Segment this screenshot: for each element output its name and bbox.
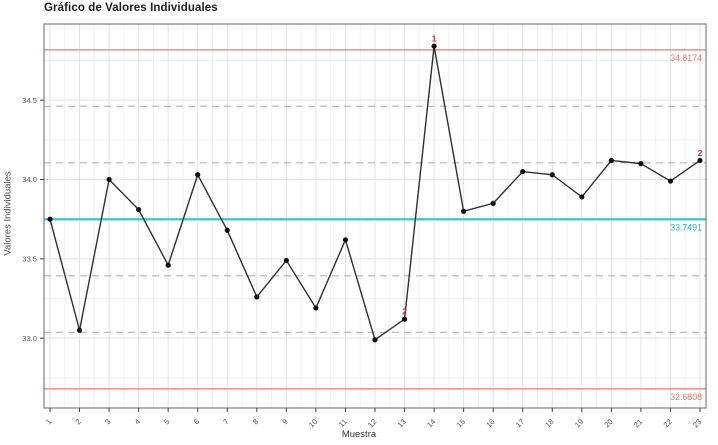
data-point-16 [490,200,496,206]
x-tick-label: 18 [543,417,555,429]
ucl-label: 34.8174 [670,53,702,63]
x-tick-label: 13 [396,417,408,429]
data-point-11 [342,237,349,243]
data-point-12 [372,337,378,343]
data-point-23 [697,157,703,164]
data-point-2 [76,327,83,333]
data-point-19 [579,194,585,200]
data-point-20 [608,157,614,164]
data-point-15 [461,208,467,214]
violation-label-sample-13: 2 [402,307,407,317]
violation-label-sample-14: 1 [432,34,437,44]
data-point-21 [638,161,644,167]
y-tick-label: 33.0 [22,334,37,343]
x-tick-label: 4 [133,417,142,426]
data-point-10 [313,305,319,311]
data-point-14 [431,43,437,49]
data-point-1 [47,216,53,222]
y-tick-label: 34.0 [22,175,37,184]
x-tick-label: 2 [74,417,83,426]
x-tick-label: 14 [425,417,437,429]
x-tick-label: 8 [251,417,260,426]
chart-title: Gráfico de Valores Individuales [44,2,218,14]
x-tick-label: 3 [103,417,112,426]
data-point-13 [401,316,408,322]
data-point-9 [283,257,289,264]
data-point-3 [106,176,112,183]
x-tick-label: 20 [602,417,614,429]
data-point-8 [254,294,260,300]
x-tick-label: 23 [691,417,703,429]
x-tick-label: 11 [337,417,349,429]
x-tick-label: 9 [280,417,289,426]
x-tick-label: 6 [192,417,201,426]
x-tick-label: 5 [162,417,171,426]
y-tick-label: 33.5 [22,254,37,263]
data-point-5 [165,262,171,268]
x-tick-label: 21 [632,417,644,429]
x-tick-label: 12 [366,417,378,429]
x-tick-label: 15 [455,417,467,429]
x-tick-label: 16 [484,417,496,429]
data-point-17 [520,168,526,175]
x-tick-label: 22 [662,417,674,429]
y-tick-label: 34.5 [22,96,37,105]
center-line-label: 33.7491 [670,222,702,232]
violation-label-sample-23: 2 [698,148,703,158]
data-point-6 [195,172,201,178]
x-tick-label: 10 [307,417,319,429]
x-tick-label: 17 [514,417,526,429]
x-tick-label: 7 [221,417,230,426]
data-point-22 [667,178,674,184]
data-point-7 [224,227,230,233]
lcl-label: 32.6808 [670,392,702,402]
data-point-18 [549,172,555,178]
x-axis-title: Muestra [341,429,377,440]
x-tick-label: 1 [44,417,53,426]
x-tick-label: 19 [573,417,585,429]
data-point-4 [136,207,142,213]
